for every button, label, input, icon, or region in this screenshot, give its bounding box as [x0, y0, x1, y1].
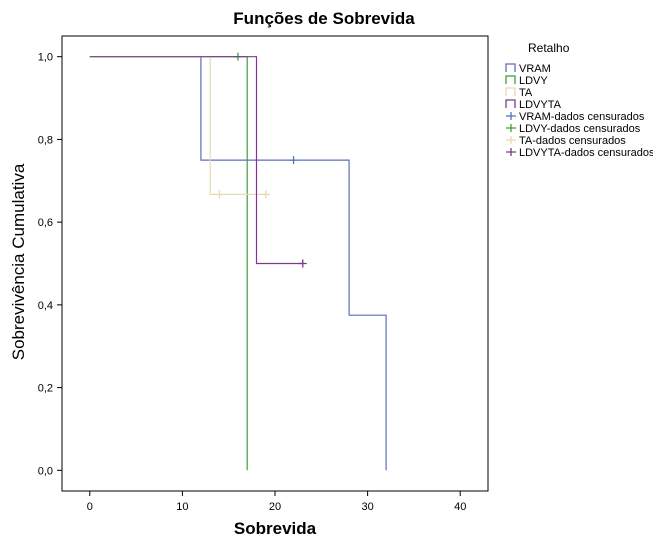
series-line-vram — [89, 56, 387, 471]
censor-mark-ta — [215, 190, 224, 199]
legend-label: TA — [519, 87, 533, 99]
x-axis: 0 10 20 30 40 — [87, 491, 466, 513]
y-tick-label: 1,0 — [38, 52, 53, 64]
legend-label: TA-dados censurados — [519, 135, 626, 147]
legend-swatch-vram — [505, 63, 516, 72]
legend-swatch-ldvy — [505, 75, 516, 84]
legend-title: Retalho — [528, 41, 570, 55]
y-tick-label: 0,0 — [38, 465, 53, 477]
legend-censor-swatch-ta — [506, 136, 516, 144]
legend-label: VRAM-dados censurados — [519, 111, 645, 123]
x-tick-label: 30 — [361, 501, 373, 513]
legend-label: VRAM — [519, 63, 551, 75]
x-tick-label: 20 — [269, 501, 281, 513]
series-layer — [89, 52, 387, 471]
censor-mark-ldvyta — [298, 259, 307, 268]
legend-censor-swatch-ldvy — [506, 124, 516, 132]
y-axis: 0,0 0,2 0,4 0,6 0,8 1,0 — [38, 52, 62, 477]
x-axis-title: Sobrevida — [234, 519, 317, 538]
legend-label: LDVY — [519, 75, 548, 87]
y-tick-label: 0,4 — [38, 300, 53, 312]
legend-swatch-ta — [505, 87, 516, 96]
censor-mark-ta — [261, 190, 270, 199]
legend-label: LDVYTA-dados censurados — [519, 147, 653, 159]
series-line-ta — [89, 56, 266, 195]
legend-label: LDVY-dados censurados — [519, 123, 641, 135]
series-line-ldvyta — [89, 56, 303, 265]
legend-swatch-ldvyta — [505, 99, 516, 108]
y-tick-label: 0,8 — [38, 134, 53, 146]
y-axis-title: Sobrevivência Cumulativa — [9, 163, 28, 360]
series-line-ldvy — [89, 56, 248, 471]
x-tick-label: 0 — [87, 501, 93, 513]
x-tick-label: 10 — [176, 501, 188, 513]
y-tick-label: 0,2 — [38, 383, 53, 395]
x-tick-label: 40 — [454, 501, 466, 513]
legend-censor-swatch-ldvyta — [506, 148, 516, 156]
legend-censor-swatch-vram — [506, 112, 516, 120]
legend-label: LDVYTA — [519, 99, 562, 111]
censor-mark-vram — [289, 156, 298, 165]
chart-title: Funções de Sobrevida — [233, 9, 415, 28]
y-tick-label: 0,6 — [38, 217, 53, 229]
